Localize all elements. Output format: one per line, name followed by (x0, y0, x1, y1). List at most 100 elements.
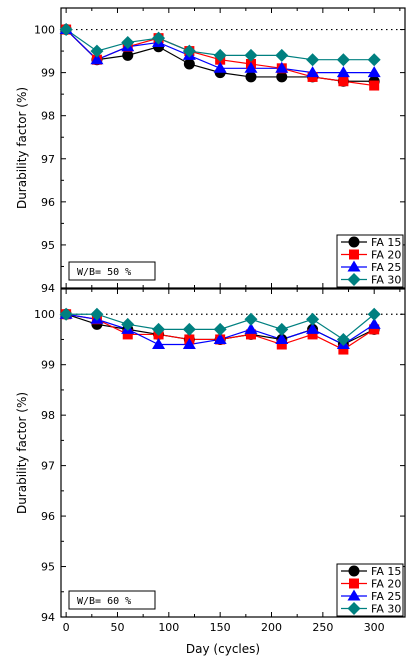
chart-panel-2: 94 95 96 97 98 99 100 0 50 100 150 200 250 300 Durabil… (15, 288, 406, 656)
legend-label: FA 15 (371, 236, 401, 249)
legend-label: FA 15 (371, 565, 401, 578)
data-point-fa-15 (245, 71, 257, 83)
x-tick-label: 150 (210, 621, 231, 634)
data-point-fa-30 (244, 48, 258, 62)
legend-marker (349, 249, 359, 260)
legend-marker (347, 602, 361, 615)
data-point-fa-20 (338, 76, 349, 87)
legend-marker (349, 578, 359, 589)
data-point-fa-25 (213, 61, 227, 73)
y-tick-label: 94 (41, 611, 55, 624)
annotation-box (68, 261, 156, 281)
data-point-fa-25 (90, 53, 104, 65)
data-point-fa-30 (306, 53, 320, 67)
legend-label: FA 20 (371, 578, 401, 591)
data-point-fa-30 (244, 312, 258, 326)
data-point-fa-25 (182, 338, 196, 350)
y-tick-label: 96 (41, 510, 55, 523)
chart-panel-1: 94 95 96 97 98 99 100 Durability factor (%) W/B=… (15, 7, 406, 295)
x-tick-label: 200 (261, 621, 282, 634)
data-point-fa-30 (213, 48, 227, 62)
legend-marker (347, 260, 361, 272)
data-point-fa-30 (336, 332, 350, 346)
annotation-text: W/B= 50 % (77, 267, 131, 278)
legend-label: FA 30 (371, 274, 401, 287)
data-point-fa-30 (213, 322, 227, 336)
data-point-fa-20 (122, 329, 133, 340)
data-point-fa-30 (275, 322, 289, 336)
legend-box (336, 563, 404, 617)
data-point-fa-30 (90, 44, 104, 58)
data-point-fa-25 (367, 317, 381, 329)
data-point-fa-25 (244, 322, 258, 334)
data-point-fa-30 (336, 53, 350, 67)
data-point-fa-30 (59, 23, 73, 37)
data-point-fa-30 (121, 317, 135, 331)
data-point-fa-25 (336, 66, 350, 78)
y-axis-label: Durability factor (%) (15, 87, 29, 209)
data-point-fa-15 (276, 71, 288, 83)
x-tick-label: 0 (63, 621, 70, 634)
x-axis-label: Day (cycles) (186, 642, 260, 656)
data-point-fa-30 (306, 312, 320, 326)
legend-marker (347, 273, 361, 286)
y-tick-label: 94 (41, 282, 55, 295)
data-point-fa-25 (275, 332, 289, 344)
annotation-text: W/B= 60 % (77, 596, 131, 607)
legend-label: FA 25 (371, 261, 401, 274)
data-point-fa-20 (307, 329, 318, 340)
data-point-fa-25 (275, 61, 289, 73)
y-tick-label: 100 (34, 24, 55, 37)
data-point-fa-25 (306, 322, 320, 334)
data-point-fa-25 (367, 66, 381, 78)
data-point-fa-20 (369, 80, 380, 91)
legend-label: FA 20 (371, 249, 401, 262)
condition-annotation: W/B= 50 % (68, 261, 156, 281)
data-point-fa-30 (90, 307, 104, 321)
y-axis-label: Durability factor (%) (15, 392, 29, 514)
x-tick-label: 250 (312, 621, 333, 634)
data-point-fa-15 (183, 58, 195, 70)
data-point-fa-30 (121, 35, 135, 49)
x-tick-label: 100 (158, 621, 179, 634)
y-tick-label: 99 (41, 359, 55, 372)
data-point-fa-30 (367, 307, 381, 321)
data-point-fa-30 (182, 322, 196, 336)
x-tick-label: 50 (110, 621, 124, 634)
y-tick-label: 100 (34, 308, 55, 321)
data-point-fa-30 (275, 48, 289, 62)
plot-frame (60, 7, 406, 289)
y-tick-label: 95 (41, 239, 55, 252)
y-tick-label: 95 (41, 561, 55, 574)
data-point-fa-20 (276, 339, 287, 350)
y-tick-label: 98 (41, 409, 55, 422)
data-point-fa-25 (244, 61, 258, 73)
data-point-fa-20 (338, 344, 349, 355)
data-point-fa-30 (367, 53, 381, 67)
data-point-fa-20 (245, 329, 256, 340)
legend-box (336, 234, 404, 288)
data-point-fa-25 (152, 338, 166, 350)
data-point-fa-25 (306, 66, 320, 78)
annotation-box (68, 590, 156, 610)
plot-frame (60, 288, 406, 618)
y-tick-label: 98 (41, 110, 55, 123)
y-tick-label: 96 (41, 196, 55, 209)
x-tick-label: 300 (364, 621, 385, 634)
data-point-fa-30 (152, 322, 166, 336)
legend-label: FA 30 (371, 603, 401, 616)
legend-marker (348, 565, 360, 577)
data-point-fa-30 (59, 307, 73, 321)
data-point-fa-15 (122, 49, 134, 61)
condition-annotation: W/B= 60 % (68, 590, 156, 610)
y-tick-label: 97 (41, 460, 55, 473)
y-tick-label: 97 (41, 153, 55, 166)
y-tick-label: 99 (41, 67, 55, 80)
data-point-fa-20 (369, 324, 380, 335)
data-point-fa-25 (213, 332, 227, 344)
data-point-fa-30 (152, 31, 166, 45)
data-point-fa-30 (182, 44, 196, 58)
